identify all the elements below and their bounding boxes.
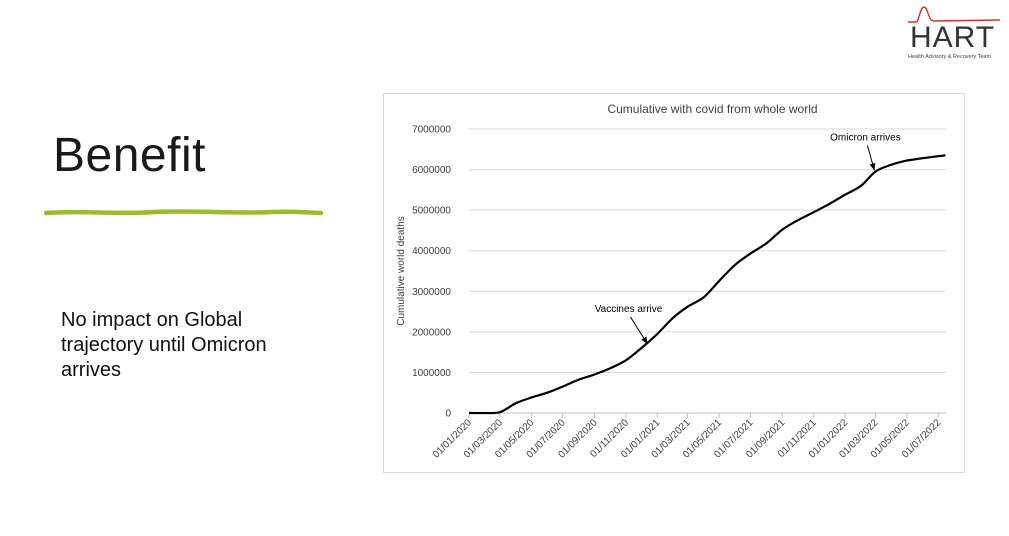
logo-subtitle: Health Advisory & Recovery Team (908, 54, 992, 60)
y-tick-label: 5000000 (412, 206, 451, 217)
annotation-label: Vaccines arrive (595, 304, 663, 315)
annotation-arrow (866, 145, 876, 171)
annotation-label: Omicron arrives (830, 132, 901, 143)
hart-logo: HART Health Advisory & Recovery Team (906, 4, 1002, 66)
y-tick-label: 2000000 (412, 327, 451, 338)
logo-curve-icon (908, 6, 1001, 23)
slide-title: Benefit (53, 129, 206, 182)
slide-body-text: No impact on Global trajectory until Omi… (61, 309, 267, 381)
y-tick-label: 4000000 (412, 246, 451, 257)
chart-title: Cumulative with covid from whole world (607, 102, 817, 116)
series-line (468, 154, 946, 415)
y-tick-label: 1000000 (412, 368, 451, 379)
chart-frame: Cumulative with covid from whole world 0 1… (383, 93, 965, 473)
annotation-arrow (630, 316, 648, 345)
y-tick-label: 0 (445, 409, 451, 420)
y-tick-label: 3000000 (412, 287, 451, 298)
cumulative-deaths-chart: Cumulative with covid from whole world 0 1… (396, 102, 946, 461)
y-tick-label: 6000000 (412, 165, 451, 176)
logo-wordmark: HART (910, 21, 996, 54)
y-tick-label: 7000000 (412, 125, 451, 136)
title-underline (44, 209, 324, 216)
y-axis-label: Cumulative world deaths (396, 216, 407, 326)
